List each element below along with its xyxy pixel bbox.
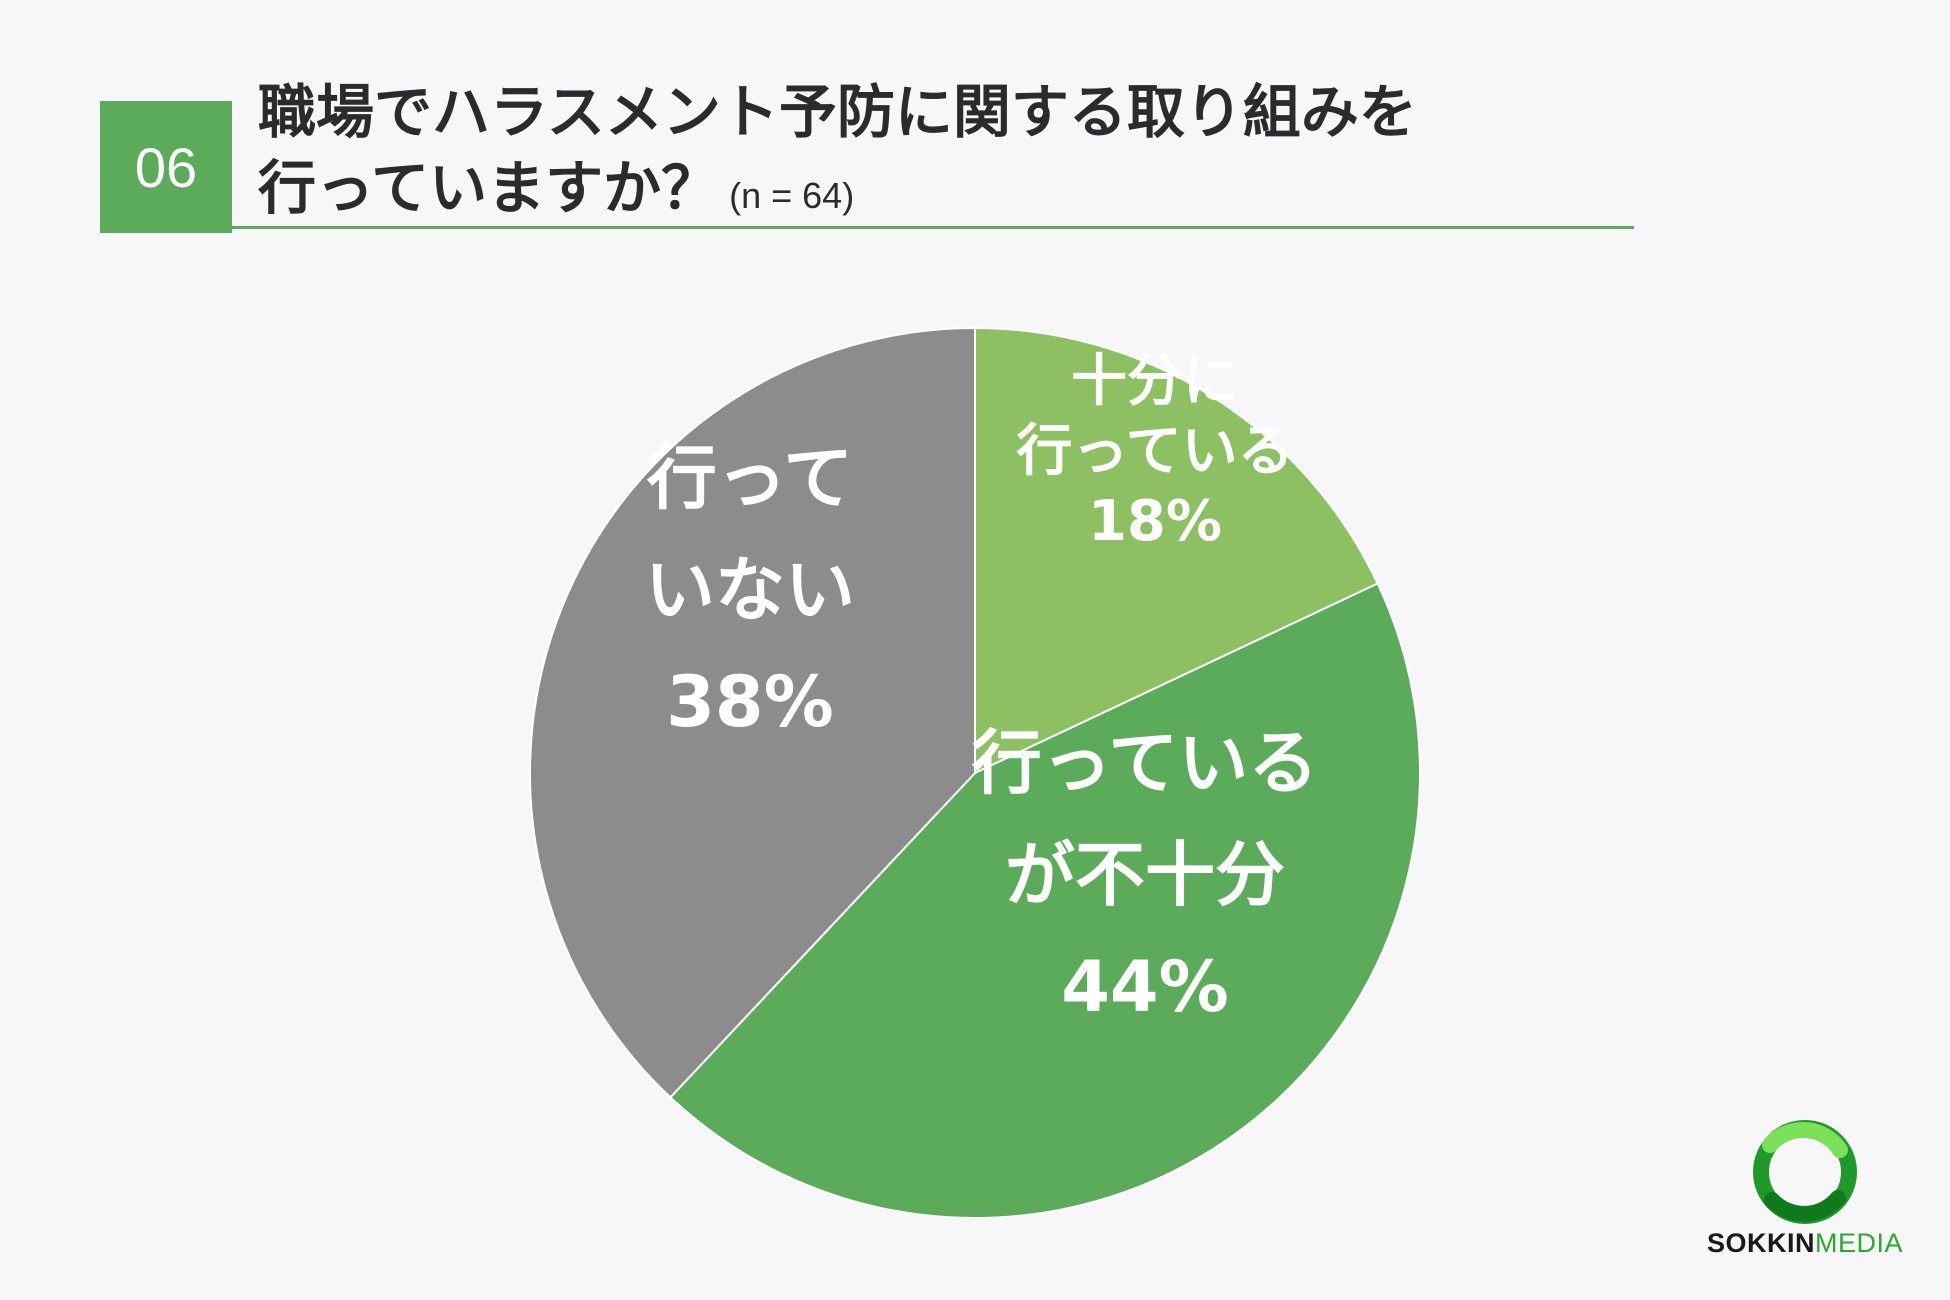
slice-1-category-label: 行っている bbox=[1016, 419, 1293, 484]
title-line-1: 職場でハラスメント予防に関する取り組みを bbox=[258, 78, 1417, 146]
slice-2-category-label: 行っている bbox=[972, 722, 1319, 804]
ring-logo-icon bbox=[1753, 1120, 1857, 1224]
pie-slice-3 bbox=[529, 326, 976, 1099]
brand-name-part2: MEDIA bbox=[1815, 1228, 1904, 1258]
brand-name-part1: SOKKIN bbox=[1706, 1228, 1815, 1258]
pie-slice-1 bbox=[974, 326, 1379, 775]
slice-2-value-label: 44% bbox=[1061, 946, 1229, 1028]
title-line-2: 行っていますか？ (n = 64) bbox=[258, 150, 1417, 234]
page-title: 職場でハラスメント予防に関する取り組みを 行っていますか？ (n = 64) bbox=[258, 74, 1417, 234]
slice-1-value-label: 18% bbox=[1088, 489, 1222, 554]
slice-3-category-label: 行って bbox=[647, 437, 854, 519]
question-number-badge: 06 bbox=[100, 101, 232, 233]
slice-1-category-label: 十分に bbox=[1071, 349, 1239, 414]
title-line-2-text: 行っていますか？ bbox=[258, 154, 720, 222]
pie-slice-2 bbox=[668, 582, 1421, 1219]
title-underline bbox=[232, 226, 1634, 229]
badge-underline bbox=[100, 229, 232, 233]
sample-size: (n = 64) bbox=[729, 175, 855, 216]
slice-2-category-label: が不十分 bbox=[1005, 834, 1285, 916]
pie-slices bbox=[529, 326, 1421, 1219]
slice-3-category-label: いない bbox=[645, 549, 855, 631]
brand-logo-text: SOKKINMEDIA bbox=[1700, 1228, 1910, 1259]
slice-3-value-label: 38% bbox=[666, 661, 834, 743]
